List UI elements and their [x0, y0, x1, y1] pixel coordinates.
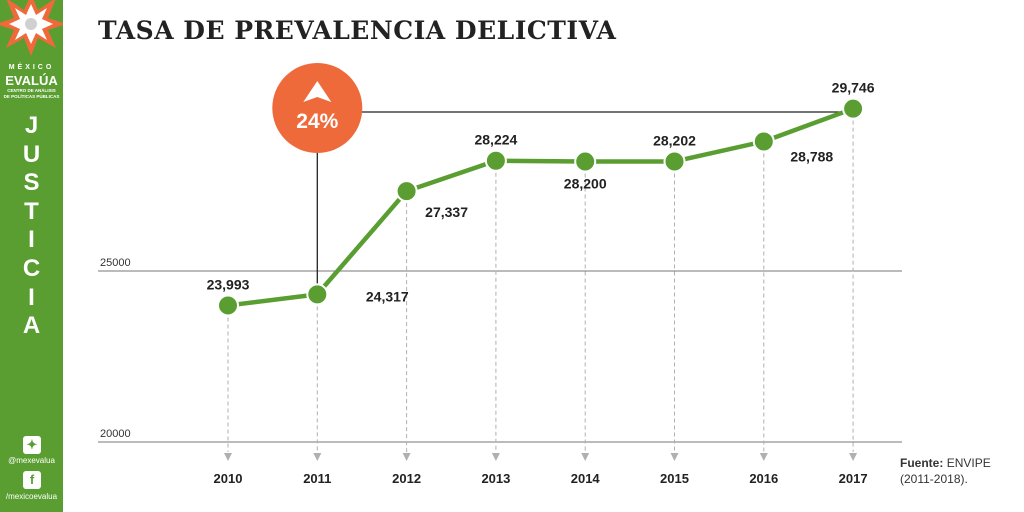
x-tick-label: 2014 — [571, 471, 601, 486]
guide-arrow — [491, 453, 500, 461]
change-badge — [272, 63, 363, 153]
guide-arrow — [402, 453, 411, 461]
change-badge-label: 24% — [296, 110, 338, 133]
brand-subtitle-line-1: CENTRO DE ANÁLISIS — [7, 88, 56, 93]
data-point — [842, 97, 865, 120]
data-point — [663, 150, 686, 173]
section-letter: I — [28, 283, 35, 311]
x-tick-label: 2015 — [660, 471, 689, 486]
brand-country: MÉXICO — [8, 64, 55, 71]
guide-arrow — [759, 453, 768, 461]
gridline-label: 20000 — [100, 428, 131, 440]
arrow-up-icon — [303, 81, 332, 102]
data-label: 29,746 — [832, 80, 875, 96]
data-point — [574, 150, 597, 173]
x-tick-label: 2013 — [481, 471, 510, 486]
x-tick-label: 2011 — [303, 471, 331, 486]
data-label: 28,788 — [790, 148, 833, 164]
section-label: J U S T I C I A — [0, 112, 63, 341]
guide-arrow — [670, 453, 679, 461]
chart-title: TASA DE PREVALENCIA DELICTIVA — [98, 16, 617, 45]
data-label: 27,337 — [425, 204, 468, 220]
x-tick-label: 2017 — [839, 471, 868, 486]
facebook-handle[interactable]: /mexicoevalua — [5, 492, 58, 501]
section-letter: C — [22, 254, 41, 282]
data-point — [484, 149, 507, 172]
brand-sidebar: MÉXICO EVALÚA CENTRO DE ANÁLISIS DE POLÍ… — [0, 0, 63, 512]
data-label: 28,202 — [653, 132, 696, 148]
guide-arrow — [224, 453, 232, 461]
data-point — [752, 130, 775, 153]
data-label: 28,200 — [564, 176, 607, 192]
guide-arrow — [581, 453, 590, 461]
facebook-icon[interactable]: f — [23, 471, 41, 489]
brand-name: EVALÚA — [5, 73, 58, 88]
data-label: 23,993 — [207, 276, 250, 292]
section-letter: J — [24, 112, 39, 139]
data-point — [306, 283, 329, 306]
section-letter: I — [28, 226, 35, 254]
twitter-icon[interactable]: ✦ — [23, 436, 41, 454]
source-label: Fuente: — [900, 456, 944, 470]
section-letter: U — [22, 140, 41, 168]
source-name: ENVIPE — [946, 456, 991, 470]
source-years: (2011-2018). — [900, 472, 968, 486]
data-point — [395, 180, 418, 203]
x-tick-label: 2010 — [214, 471, 243, 486]
x-tick-label: 2016 — [749, 471, 778, 486]
section-letter: S — [23, 169, 40, 197]
logo-star-icon — [0, 0, 63, 56]
guide-arrow — [849, 453, 858, 461]
source-note: Fuente: ENVIPE (2011-2018). — [900, 455, 991, 487]
data-point — [217, 294, 239, 317]
gridline-label: 25000 — [100, 257, 131, 269]
twitter-handle[interactable]: @mexevalua — [8, 456, 55, 465]
section-letter: A — [22, 312, 41, 340]
guide-arrow — [313, 453, 322, 461]
brand-subtitle-line-2: DE POLÍTICAS PÚBLICAS — [3, 94, 60, 99]
series-line — [227, 106, 854, 308]
data-label: 28,224 — [474, 132, 517, 148]
data-label: 24,317 — [366, 288, 409, 304]
x-tick-label: 2012 — [392, 471, 421, 486]
section-letter: T — [24, 197, 39, 225]
